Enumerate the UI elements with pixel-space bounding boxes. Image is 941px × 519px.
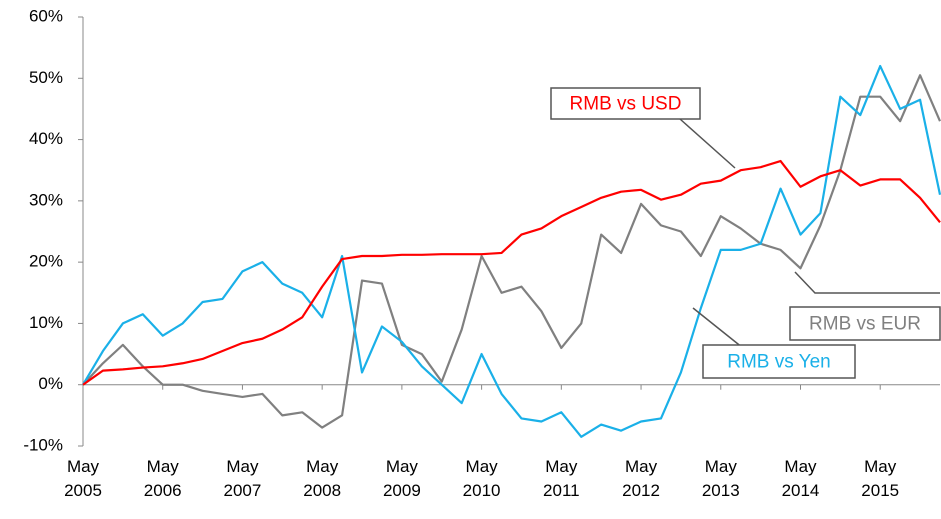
series-line bbox=[82, 159, 941, 386]
series-line bbox=[82, 64, 941, 438]
y-tick-label: 40% bbox=[29, 129, 63, 148]
y-tick-label: 30% bbox=[29, 190, 63, 209]
y-tick-label: 20% bbox=[29, 252, 63, 271]
x-tick-label: May 2012 bbox=[622, 457, 660, 500]
x-tick-label: May 2014 bbox=[781, 457, 820, 500]
callout-box bbox=[789, 306, 941, 341]
x-tick-label: May 2006 bbox=[143, 457, 182, 500]
x-tick-label: May 2010 bbox=[462, 457, 501, 500]
x-tick-label: May 2013 bbox=[701, 457, 740, 500]
y-tick-label: 60% bbox=[29, 6, 63, 25]
x-tick-label: May 2007 bbox=[223, 457, 262, 500]
callout-box bbox=[702, 344, 856, 379]
y-tick-label: 10% bbox=[29, 313, 63, 332]
series-label: RMB vs USD bbox=[570, 94, 682, 115]
x-tick-label: May 2015 bbox=[861, 457, 900, 500]
y-tick-label: 0% bbox=[38, 374, 63, 393]
y-tick-label: 50% bbox=[29, 68, 63, 87]
series-label: RMB vs Yen bbox=[727, 352, 831, 373]
x-tick-label: May 2009 bbox=[382, 457, 421, 500]
series-label: RMB vs EUR bbox=[809, 314, 921, 335]
y-tick-label: -10% bbox=[23, 435, 63, 454]
x-tick-label: May 2008 bbox=[303, 457, 342, 500]
x-tick-label: May 2005 bbox=[64, 457, 102, 500]
callout-leader bbox=[794, 271, 940, 294]
callout-leader bbox=[679, 118, 736, 169]
x-tick-label: May 2011 bbox=[543, 457, 580, 500]
series-line bbox=[82, 74, 941, 429]
callout-box bbox=[550, 87, 701, 120]
